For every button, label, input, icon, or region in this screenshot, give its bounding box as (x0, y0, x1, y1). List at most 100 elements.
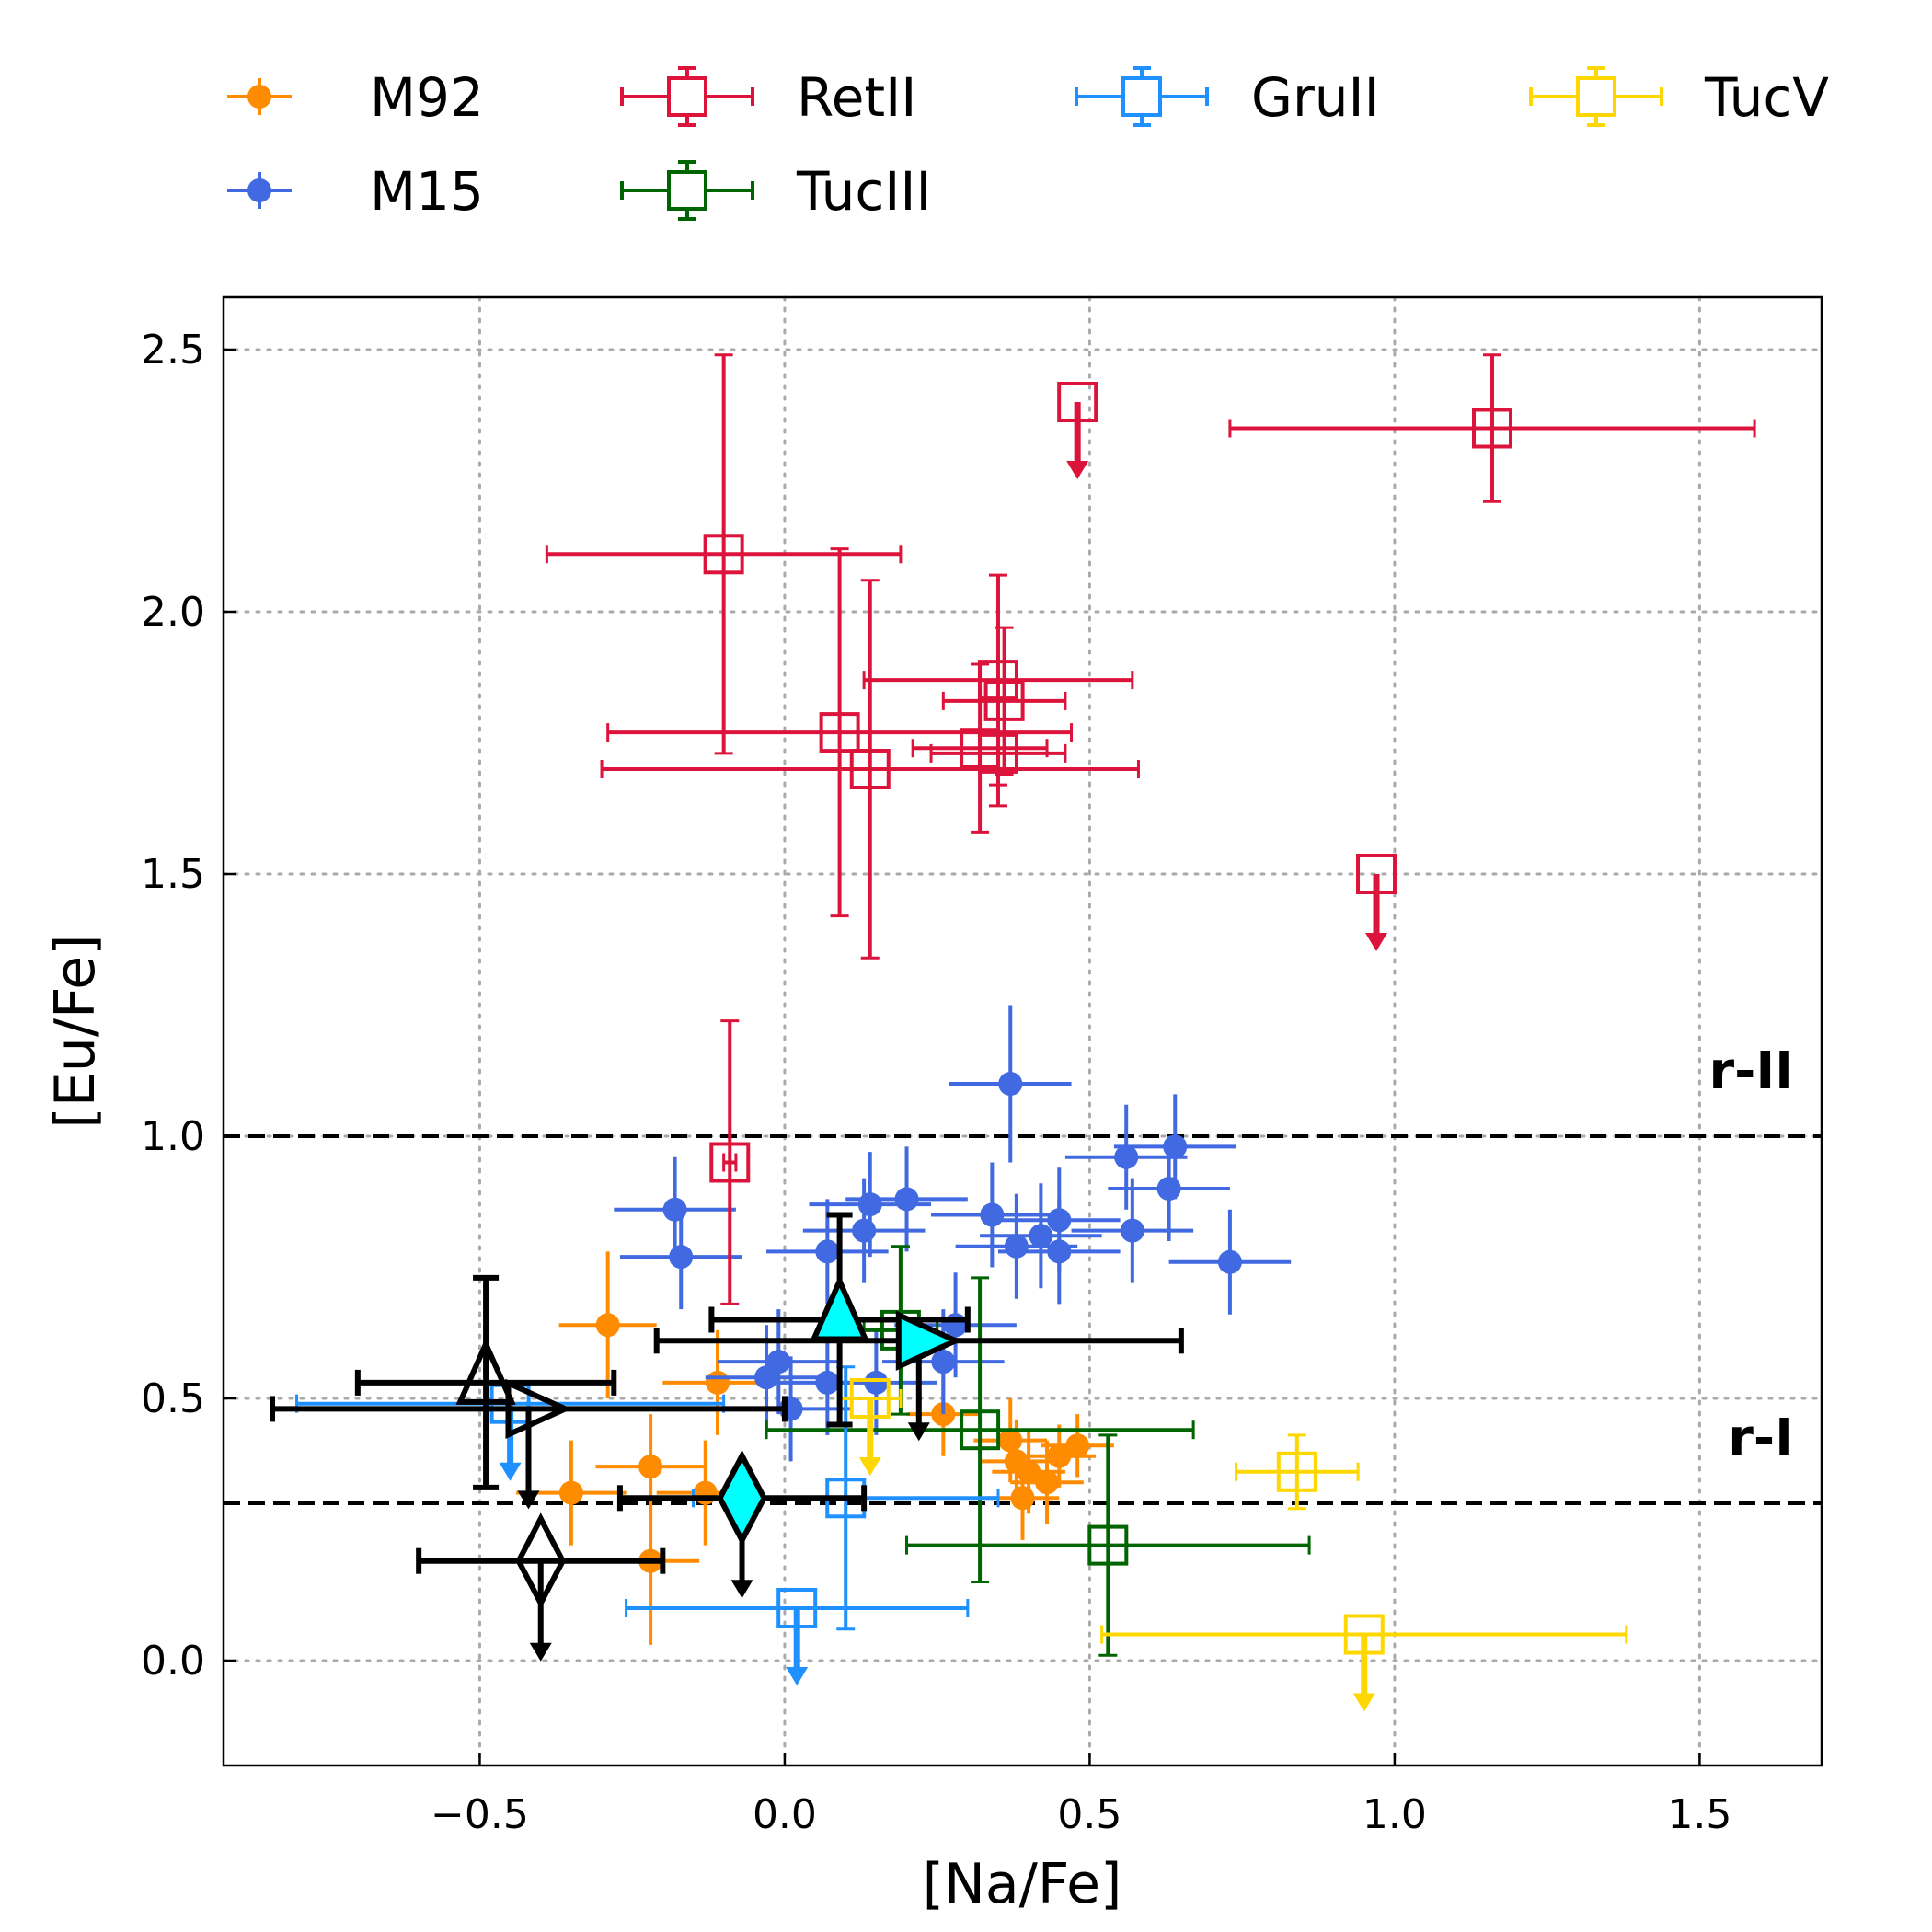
legend-label-m15: M15 (370, 160, 484, 223)
x-tick-label: 0.0 (753, 1791, 817, 1838)
reference-label-r-i: r-I (1728, 1409, 1794, 1468)
legend-entry-retii: RetII (620, 66, 916, 129)
x-axis-title: [Na/Fe] (923, 1852, 1122, 1916)
point-marker (706, 1370, 730, 1395)
data-series (295, 353, 1756, 1712)
point-marker (1471, 408, 1512, 449)
legend-entry-m92: M92 (227, 66, 484, 129)
data-point-tucv (1235, 1433, 1360, 1511)
data-point-tuciii (765, 1276, 1195, 1583)
legend-entry-gruii: GruII (1075, 66, 1380, 129)
point-marker (998, 1072, 1023, 1096)
highlight-open-right-triangle (270, 1378, 788, 1510)
x-tick-label: 1.0 (1363, 1791, 1427, 1838)
data-point-m15 (931, 1162, 1053, 1268)
data-point-m15 (1168, 1209, 1292, 1315)
point-marker (693, 1480, 718, 1505)
point-marker (709, 1142, 751, 1183)
data-point-retii (606, 547, 1074, 918)
upper-limit-arrowhead (1365, 933, 1388, 951)
upper-limit-arrowhead (1066, 461, 1089, 479)
data-point-m15 (1108, 1136, 1230, 1241)
point-marker (849, 749, 891, 789)
legend-label-retii: RetII (797, 66, 916, 129)
data-point-retii (1356, 854, 1397, 951)
data-point-m15 (614, 1156, 736, 1262)
plot-frame (222, 295, 1823, 1767)
point-marker (864, 1370, 889, 1395)
point-marker (1029, 1224, 1053, 1248)
data-point-m15 (1064, 1104, 1188, 1210)
point-marker (815, 1239, 840, 1264)
point-marker (943, 1313, 968, 1338)
data-point-tuciii (905, 1433, 1311, 1657)
point-marker (998, 1428, 1023, 1453)
upper-limit-arrowhead (858, 1457, 881, 1476)
data-point-retii (600, 579, 1140, 960)
point-marker (1010, 1486, 1035, 1511)
x-tick-label: 0.5 (1057, 1791, 1121, 1838)
y-tick-label: 1.0 (141, 1113, 205, 1160)
data-point-m92 (558, 1251, 657, 1398)
legend-entry-tucv: TucV (1529, 66, 1829, 129)
highlight-open-triangle (354, 1274, 617, 1490)
point-marker (931, 1350, 956, 1374)
y-tick-label: 2.0 (141, 589, 205, 636)
point-marker (1163, 1134, 1188, 1159)
legend: M92 M15 RetII TucIII (227, 66, 1829, 223)
highlight-markers (270, 1212, 1184, 1662)
point-marker (1004, 1234, 1029, 1259)
upper-limit-arrowhead (1352, 1693, 1375, 1712)
point-marker (1057, 382, 1098, 422)
point-marker (638, 1455, 663, 1479)
point-marker (776, 1588, 818, 1628)
highlight-marker (455, 1337, 516, 1405)
point-marker (1087, 1524, 1129, 1566)
point-marker (1114, 1144, 1139, 1169)
data-point-m92 (1022, 1424, 1097, 1488)
axis-ticks: −0.5 0.0 0.5 1.0 1.5 0.0 0.5 1.0 1.5 2.0 2.5 (141, 327, 1731, 1838)
x-tick-label: −0.5 (431, 1791, 529, 1838)
upper-limit-arrowhead (730, 1580, 753, 1599)
y-tick-label: 0.5 (141, 1375, 205, 1422)
highlight-filled-cyan-triangle (708, 1212, 971, 1428)
legend-label-tuciii: TucIII (796, 160, 932, 223)
point-marker (1356, 854, 1397, 894)
point-marker (669, 1245, 694, 1270)
point-marker (857, 1192, 882, 1217)
point-marker (894, 1187, 919, 1212)
legend-label-gruii: GruII (1251, 66, 1380, 129)
upper-limit-arrowhead (517, 1490, 540, 1510)
point-marker (983, 680, 1025, 721)
legend-label-m92: M92 (370, 66, 484, 129)
data-point-m15 (997, 1199, 1121, 1305)
legend-entry-tuciii: TucIII (620, 160, 932, 223)
point-marker (1156, 1177, 1181, 1201)
y-tick-label: 2.5 (141, 327, 205, 374)
data-point-retii (929, 699, 1067, 808)
data-point-retii (545, 353, 903, 755)
data-point-gruii (625, 1588, 970, 1685)
data-point-tucv (838, 1378, 903, 1476)
x-tick-label: 1.5 (1667, 1791, 1731, 1838)
highlight-filled-cyan-diamond (616, 1449, 868, 1599)
data-point-m15 (1071, 1178, 1194, 1283)
data-point-retii (1057, 382, 1098, 479)
data-point-tucv (1100, 1614, 1628, 1712)
point-marker (1047, 1443, 1072, 1468)
highlight-marker (895, 1310, 963, 1371)
point-marker (849, 1378, 891, 1419)
upper-limit-arrowhead (786, 1667, 809, 1685)
series-m15 (614, 1005, 1292, 1462)
data-point-retii (1228, 353, 1756, 503)
point-marker (960, 1409, 1001, 1451)
upper-limit-arrowhead (529, 1642, 552, 1662)
data-point-m15 (802, 1178, 926, 1283)
point-marker (703, 534, 744, 575)
series-tucv (838, 1378, 1628, 1712)
upper-limit-arrowhead (499, 1462, 522, 1481)
y-tick-label: 0.0 (141, 1638, 205, 1685)
point-marker (662, 1197, 687, 1222)
data-point-retii (709, 1019, 751, 1305)
